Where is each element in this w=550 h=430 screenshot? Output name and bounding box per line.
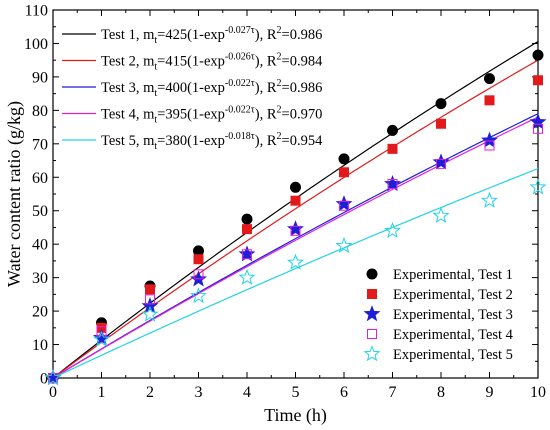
x-tick-label: 0 <box>49 384 57 401</box>
data-point-test-2 <box>193 254 204 265</box>
data-point-test-2 <box>436 118 446 129</box>
marker-legend-symbol <box>366 268 378 280</box>
data-point-test-2 <box>533 75 543 86</box>
data-point-test-2 <box>242 224 252 235</box>
data-point-test-3 <box>481 131 498 148</box>
data-point-test-3 <box>141 297 159 314</box>
fit-legend: Test 1, mt=425(1-exp-0.027τ), R2=0.986 Te… <box>62 25 323 152</box>
data-point-test-2 <box>484 95 495 106</box>
data-point-test-5 <box>529 178 547 195</box>
y-tick-label: 90 <box>32 69 48 86</box>
x-tick-label: 2 <box>146 384 154 401</box>
marker-legend-symbol <box>367 289 377 299</box>
fit-legend-label: Test 2, mt=415(1-exp-0.026τ), R2=0.984 <box>101 52 323 73</box>
y-axis-label: Water content ratio (g/kg) <box>4 101 25 287</box>
y-tick-label: 60 <box>32 170 48 187</box>
data-point-test-4 <box>290 225 301 236</box>
fit-legend-label: Test 4, mt=395(1-exp-0.022τ), R2=0.970 <box>101 105 322 126</box>
data-point-test-3 <box>384 175 401 192</box>
data-point-test-5 <box>287 253 304 270</box>
data-point-test-2 <box>290 195 301 206</box>
data-point-test-4 <box>242 249 252 260</box>
marker-legend-label: Experimental, Test 5 <box>393 347 513 363</box>
data-point-test-4 <box>436 158 446 169</box>
fit-line-test-2 <box>52 59 539 379</box>
data-point-test-5 <box>190 287 207 304</box>
data-point-test-3 <box>335 195 353 212</box>
data-point-test-4 <box>96 326 107 337</box>
x-tick-label: 6 <box>340 384 348 401</box>
y-tick-label: 70 <box>32 136 48 153</box>
data-point-test-3 <box>93 328 110 346</box>
data-point-test-4 <box>387 178 398 189</box>
y-tick-label: 110 <box>25 3 48 20</box>
marker-legend-label: Experimental, Test 4 <box>393 327 514 343</box>
data-point-test-1 <box>290 181 301 193</box>
x-tick-label: 4 <box>243 384 251 401</box>
marker-legend-label: Experimental, Test 2 <box>393 287 513 303</box>
x-axis-label: Time (h) <box>264 405 327 426</box>
x-tick-label: 5 <box>292 384 300 401</box>
data-point-test-5 <box>93 330 110 347</box>
marker-legend-label: Experimental, Test 3 <box>393 307 513 323</box>
data-point-test-2 <box>339 167 349 178</box>
x-tick-label: 1 <box>98 384 106 401</box>
marker-legend-symbol <box>367 329 377 339</box>
fit-legend-label: Test 3, mt=400(1-exp-0.022τ), R2=0.986 <box>101 78 322 99</box>
data-point-test-5 <box>44 369 62 386</box>
x-tick-label: 3 <box>195 384 203 401</box>
x-axis: 0 1 2 3 4 5 6 7 8 9 10 <box>49 10 546 401</box>
marker-legend-symbol <box>363 305 381 322</box>
data-point-test-1 <box>532 49 544 61</box>
fit-line-test-4 <box>52 116 539 379</box>
fit-legend-label: Test 5, mt=380(1-exp-0.018τ), R2=0.954 <box>101 131 323 152</box>
data-point-test-5 <box>141 305 159 322</box>
y-tick-label: 40 <box>32 237 48 254</box>
data-point-test-4 <box>533 123 543 134</box>
data-point-test-3 <box>432 153 450 170</box>
x-tick-label: 9 <box>486 384 494 401</box>
x-tick-label: 8 <box>437 384 445 401</box>
data-point-test-1 <box>387 124 398 136</box>
data-point-test-3 <box>529 113 547 130</box>
y-axis: 0 10 20 30 40 50 60 70 80 90 100 110 <box>24 3 538 388</box>
y-tick-label: 30 <box>32 270 48 287</box>
fit-line-test-5 <box>52 168 539 379</box>
data-point-test-4 <box>193 269 204 280</box>
data-point-test-3 <box>238 245 256 262</box>
y-tick-label: 10 <box>32 337 48 354</box>
x-tick-label: 10 <box>530 384 546 401</box>
data-point-test-3 <box>287 220 304 237</box>
data-point-test-1 <box>241 213 253 225</box>
data-point-test-5 <box>432 206 450 223</box>
x-tick-label: 7 <box>389 384 397 401</box>
data-point-test-1 <box>338 153 350 165</box>
marker-legend: Experimental, Test 1 Experimental, Test 2… <box>363 267 514 363</box>
markers <box>44 49 547 386</box>
y-tick-label: 20 <box>32 304 48 321</box>
marker-legend-label: Experimental, Test 1 <box>393 267 513 283</box>
data-point-test-5 <box>335 236 353 254</box>
data-point-test-1 <box>435 98 447 110</box>
data-point-test-4 <box>484 140 495 151</box>
data-point-test-2 <box>145 284 155 295</box>
y-tick-label: 50 <box>32 203 48 220</box>
data-point-test-2 <box>387 143 398 154</box>
data-point-test-4 <box>145 294 155 305</box>
data-point-test-4 <box>339 200 349 211</box>
y-tick-label: 0 <box>40 371 48 388</box>
marker-legend-symbol <box>363 345 381 362</box>
y-tick-label: 80 <box>32 103 48 120</box>
y-tick-label: 100 <box>24 36 48 53</box>
fit-legend-label: Test 1, mt=425(1-exp-0.027τ), R2=0.986 <box>101 25 322 46</box>
data-point-test-1 <box>484 73 495 85</box>
data-point-test-5 <box>238 268 256 285</box>
data-point-test-5 <box>481 191 498 208</box>
data-point-test-5 <box>384 221 401 239</box>
